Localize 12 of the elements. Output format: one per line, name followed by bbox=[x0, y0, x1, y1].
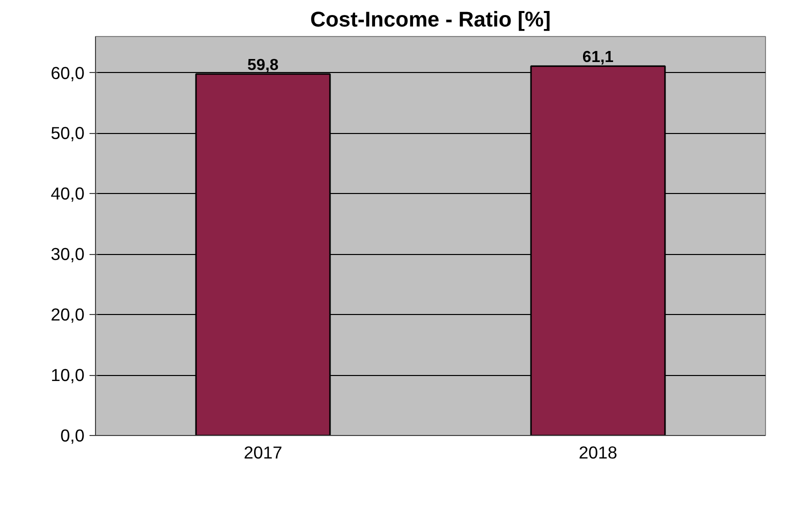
y-tick-label: 10,0 bbox=[50, 365, 85, 386]
y-tick-label: 20,0 bbox=[50, 304, 85, 325]
y-tick-label: 40,0 bbox=[50, 184, 85, 204]
data-label: 61,1 bbox=[582, 49, 614, 66]
y-tick-label: 60,0 bbox=[50, 62, 85, 83]
y-tick-label: 0,0 bbox=[60, 426, 85, 446]
chart-title: Cost-Income - Ratio [%] bbox=[310, 8, 551, 32]
data-label: 59,8 bbox=[247, 56, 279, 74]
x-tick-label: 2018 bbox=[578, 442, 618, 462]
y-tick-label: 30,0 bbox=[50, 244, 85, 264]
x-tick-label: 2017 bbox=[244, 442, 282, 462]
y-tick-label: 50,0 bbox=[50, 123, 85, 144]
